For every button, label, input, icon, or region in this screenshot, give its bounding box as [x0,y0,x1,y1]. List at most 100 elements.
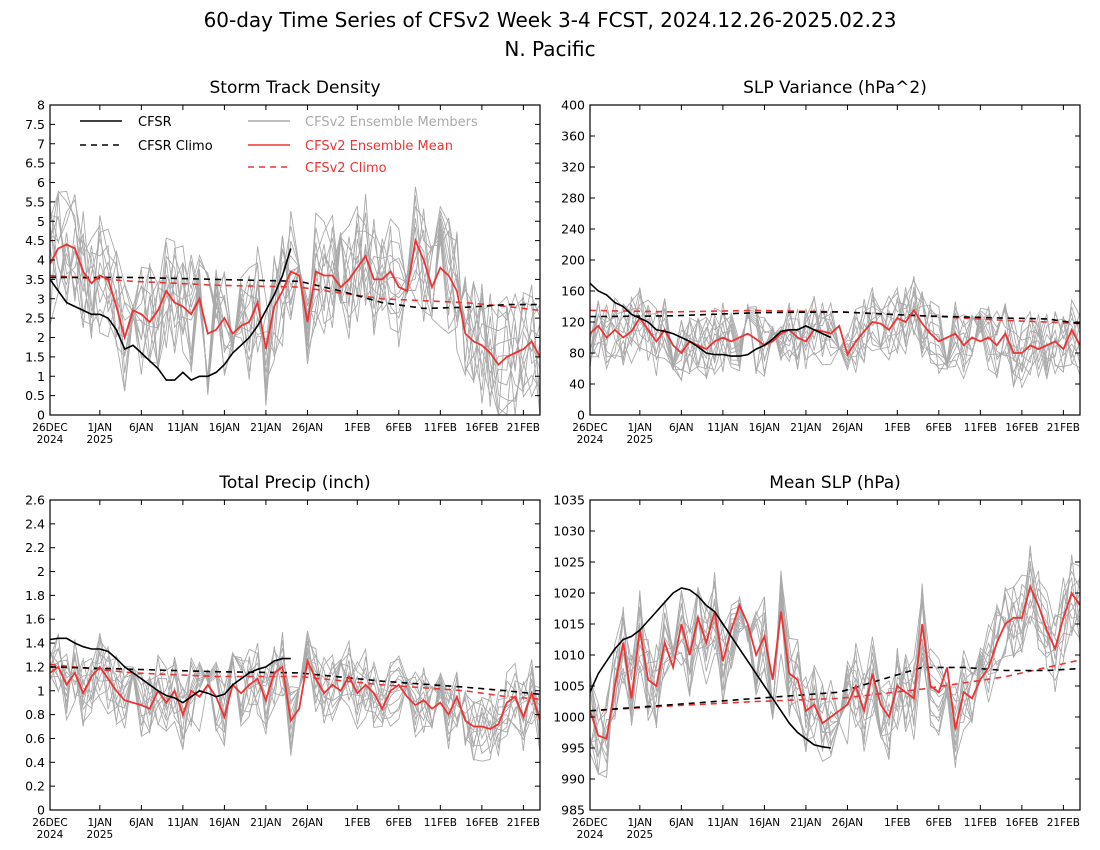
x-tick-label: 6FEB [926,817,953,829]
x-tick-label: 11JAN [707,817,738,829]
plot-area [590,545,1080,779]
x-tick-label: 1FEB [884,422,911,434]
y-tick-label: 200 [561,253,585,268]
x-tick-label: 21FEB [1047,817,1080,829]
x-tick-label: 6FEB [386,817,413,829]
y-tick-label: 1005 [553,679,585,694]
ensemble-member-line [590,570,1080,764]
plot-frame [49,499,541,811]
x-tick-label: 11FEB [964,422,997,434]
legend: CFSR CFSR Climo CFSv2 Ensemble Members C… [80,115,478,176]
panel-storm-track-density: Storm Track Density 0 0.5 1 1.5 2 2.5 3 3.5 4 4.5 5… [25,78,541,446]
x-tick-label: 1JAN [628,817,653,829]
x-tick-label: 21JAN [250,817,281,829]
ensemble-member-line [590,562,1080,779]
x-tick-label: 1JAN [88,422,113,434]
y-tick-label: 1020 [553,586,585,601]
x-tick-label: 26DEC [32,422,67,434]
y-tick-label: 160 [561,284,585,299]
y-tick-label: 1035 [553,493,585,508]
x-tick-label: 21FEB [507,422,540,434]
ensemble-member-line [590,568,1080,747]
x-tick-label: 16JAN [749,422,780,434]
x-tick-label: 26DEC [32,817,67,829]
figure-subtitle: N. Pacific [504,37,595,61]
y-tick-label: 2 [37,330,45,345]
panel-total-precip: Total Precip (inch) 0 0.2 0.4 0.6 0.8 1 1.2 1.4 1… [25,473,541,841]
y-tick-label: 1 [37,683,45,698]
cfsr-line [50,637,291,704]
ensemble-member-line [590,286,1080,378]
figure-title: 60-day Time Series of CFSv2 Week 3-4 FCS… [204,8,897,32]
y-tick-label: 0.2 [25,779,45,794]
y-tick-label: 1030 [553,524,585,539]
x-tick-label: 6FEB [926,422,953,434]
panel-slp-variance: SLP Variance (hPa^2) 0 40 80 120 160 200 240 280… [561,78,1081,446]
x-tick-year-label: 2024 [37,434,64,446]
y-tick-label: 2.4 [25,516,45,531]
y-tick-label: 4.5 [25,233,45,248]
x-tick-label: 6JAN [669,422,694,434]
y-tick-label: 3 [37,291,45,306]
y-tick-label: 120 [561,315,585,330]
cfsr-line [590,587,831,749]
cfsr-climo-line [590,311,1080,325]
y-tick-label: 80 [569,346,585,361]
x-tick-label: 1FEB [344,817,371,829]
ensemble-member-line [50,208,540,399]
y-tick-label: 1 [37,369,45,384]
plot-area [50,186,540,415]
x-tick-label: 16FEB [1005,422,1038,434]
x-tick-label: 21JAN [250,422,281,434]
y-tick-label: 0 [577,408,585,423]
cfsv2-climo-line [590,659,1080,712]
y-tick-label: 1.5 [25,349,45,364]
x-tick-label: 21FEB [507,817,540,829]
panel-title: Storm Track Density [209,78,380,98]
y-tick-label: 6 [37,175,45,190]
x-tick-label: 6JAN [669,817,694,829]
legend-label-cfsr: CFSR [138,115,172,130]
y-tick-label: 0.4 [25,755,45,770]
y-tick-label: 6.5 [25,156,45,171]
ensemble-member-line [50,632,540,762]
y-tick-label: 995 [561,741,585,756]
x-tick-label: 11FEB [424,817,457,829]
x-tick-label: 26DEC [572,422,607,434]
x-tick-year-label: 2024 [577,434,604,446]
x-tick-label: 1FEB [344,422,371,434]
x-tick-label: 16JAN [749,817,780,829]
y-tick-label: 2.6 [25,493,45,508]
y-tick-label: 8 [37,98,45,113]
ensemble-member-line [590,298,1080,387]
y-tick-label: 1.2 [25,659,45,674]
panel-title: Mean SLP (hPa) [769,473,901,493]
y-tick-label: 0 [37,803,45,818]
x-tick-label: 16JAN [209,422,240,434]
x-tick-label: 21JAN [790,817,821,829]
x-tick-label: 1JAN [88,817,113,829]
y-tick-label: 3.5 [25,272,45,287]
x-tick-label: 11JAN [167,817,198,829]
y-tick-label: 40 [569,377,585,392]
x-tick-label: 16FEB [465,422,498,434]
x-tick-label: 26JAN [292,817,323,829]
panel-title: SLP Variance (hPa^2) [743,78,927,98]
y-tick-label: 985 [561,803,585,818]
y-tick-label: 2.2 [25,540,45,555]
panel-mean-slp: Mean SLP (hPa) 985 990 995 1000 1005 1010 1015 1… [553,473,1081,841]
x-tick-label: 11FEB [964,817,997,829]
ensemble-member-line [590,592,1080,759]
ensemble-mean-line [590,308,1080,357]
x-tick-label: 11JAN [167,422,198,434]
legend-label-ens-mean: CFSv2 Ensemble Mean [305,139,453,154]
cfsr-climo-line [50,666,540,696]
x-tick-year-label: 2024 [577,829,604,841]
x-tick-label: 26JAN [832,422,863,434]
x-tick-label: 1FEB [884,817,911,829]
x-tick-label: 6FEB [386,422,413,434]
ensemble-member-line [590,276,1080,379]
x-tick-label: 26JAN [832,817,863,829]
ensemble-mean-line [50,237,540,366]
